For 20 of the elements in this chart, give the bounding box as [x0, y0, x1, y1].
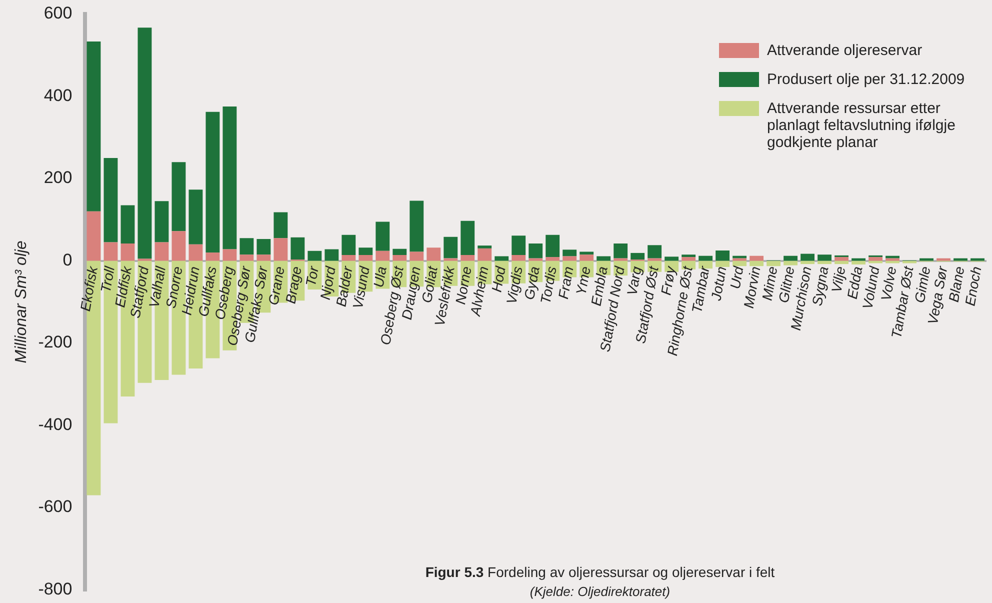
annotation: (Kjelde: Oljedirektoratet) [528, 584, 672, 599]
y-tick-label: 200 [44, 168, 72, 188]
x-tick-label: Ula [370, 264, 390, 289]
y-tick-label: -400 [38, 414, 72, 434]
y-axis-title: Millionar Sm³ olje [13, 240, 30, 364]
x-tick-label: Hod [488, 264, 509, 294]
y-tick-label: -600 [38, 497, 72, 516]
x-tick-label: Urd [726, 264, 747, 290]
y-tick-label: -200 [38, 332, 72, 352]
x-tick-label: Vilje [828, 264, 848, 294]
y-tick-label: 400 [44, 86, 72, 105]
legend-label: Attverande oljereservar [767, 42, 922, 59]
legend-label: Attverande ressursar etter planlagt feltavslutning ifølgje godkjente planar [767, 100, 956, 151]
y-tick-label: 0 [62, 250, 72, 270]
text: Figur 5.3 Fordeling av oljeressursar og oljereservar i felt [424, 564, 776, 580]
legend-label: Produsert olje per 31.12.2009 [767, 71, 965, 88]
y-tick-label: -800 [38, 579, 72, 598]
y-tick-label: 600 [44, 4, 72, 23]
x-tick-label: Tor [302, 264, 322, 288]
x-tick-label: Mime [758, 264, 780, 302]
